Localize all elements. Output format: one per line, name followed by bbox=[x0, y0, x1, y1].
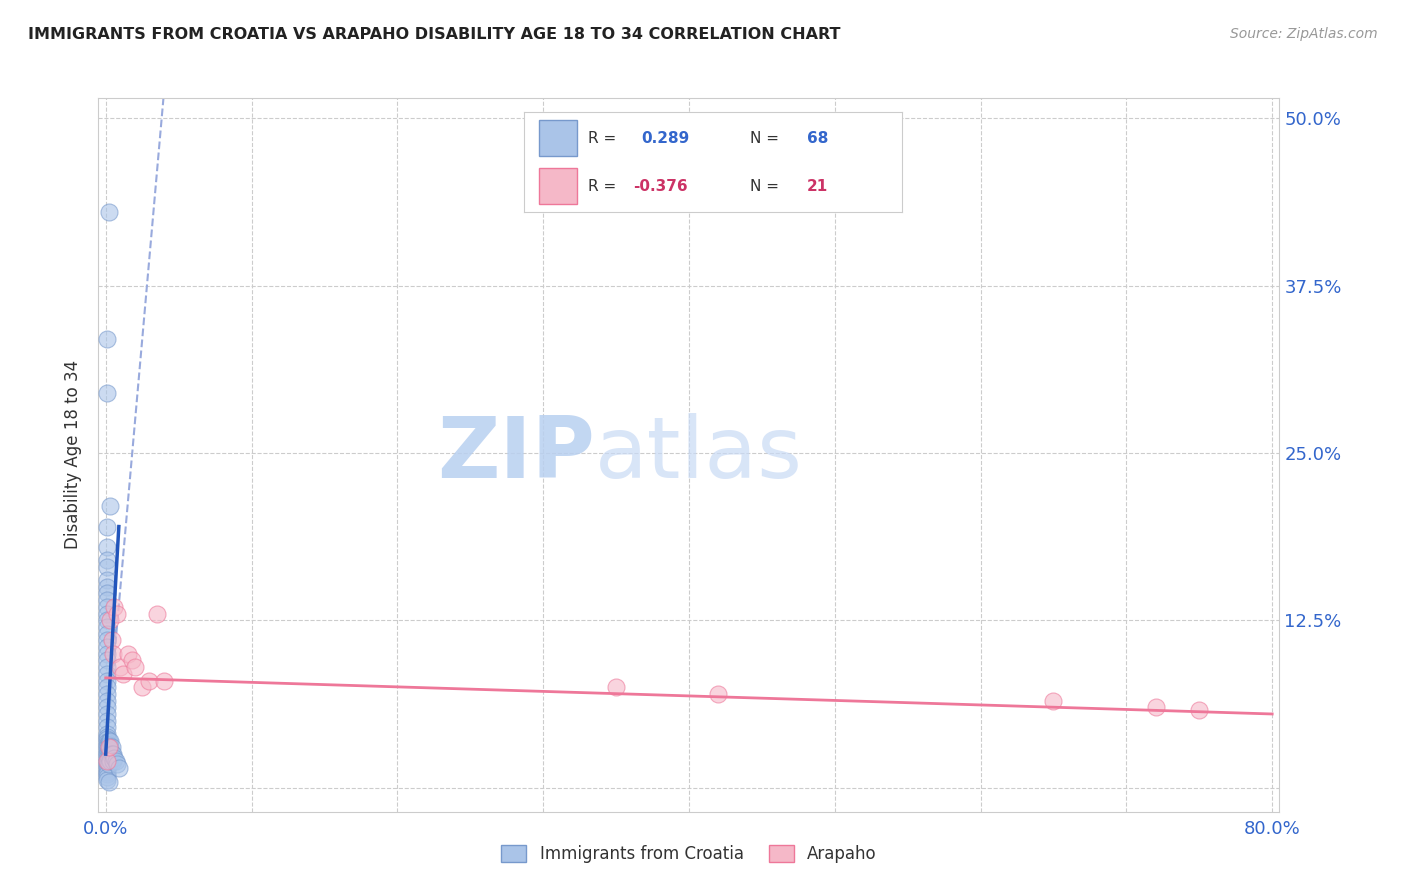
Point bbox=[121, 653, 143, 667]
Y-axis label: Disability Age 18 to 34: Disability Age 18 to 34 bbox=[65, 360, 83, 549]
Point bbox=[97, 733, 120, 747]
Point bbox=[97, 775, 120, 789]
Point bbox=[1042, 693, 1064, 707]
Text: atlas: atlas bbox=[595, 413, 803, 497]
Point bbox=[96, 593, 118, 607]
Point bbox=[103, 751, 125, 765]
Point bbox=[96, 740, 118, 755]
Point bbox=[98, 740, 121, 755]
Point bbox=[98, 733, 121, 747]
Point bbox=[96, 754, 118, 768]
Point bbox=[96, 754, 118, 768]
Legend: Immigrants from Croatia, Arapaho: Immigrants from Croatia, Arapaho bbox=[494, 837, 884, 871]
Point bbox=[96, 772, 118, 787]
Point bbox=[96, 706, 118, 721]
Point bbox=[97, 751, 120, 765]
Point bbox=[1144, 700, 1167, 714]
Point bbox=[96, 653, 118, 667]
Point bbox=[96, 756, 118, 771]
Point bbox=[96, 687, 118, 701]
Point bbox=[1188, 703, 1211, 717]
Point bbox=[100, 747, 122, 761]
Point bbox=[97, 738, 120, 752]
Point bbox=[96, 613, 118, 627]
Point bbox=[97, 756, 120, 771]
Point bbox=[101, 647, 124, 661]
Point bbox=[96, 764, 118, 779]
Point bbox=[97, 743, 120, 757]
Point bbox=[96, 738, 118, 752]
Point bbox=[96, 640, 118, 654]
Point bbox=[707, 687, 730, 701]
Text: Source: ZipAtlas.com: Source: ZipAtlas.com bbox=[1230, 27, 1378, 41]
Point bbox=[112, 666, 135, 681]
Point bbox=[101, 754, 124, 768]
Point bbox=[96, 735, 118, 749]
Point bbox=[96, 385, 118, 400]
Point bbox=[96, 519, 118, 533]
Point bbox=[96, 762, 118, 776]
Point bbox=[96, 720, 118, 734]
Point bbox=[110, 660, 132, 674]
Point bbox=[101, 747, 124, 761]
Point bbox=[96, 673, 118, 688]
Point bbox=[138, 673, 160, 688]
Point bbox=[96, 647, 118, 661]
Point bbox=[97, 740, 120, 755]
Point bbox=[98, 754, 121, 768]
Point bbox=[96, 746, 118, 760]
Point bbox=[153, 673, 176, 688]
Point bbox=[96, 553, 118, 567]
Point bbox=[145, 607, 167, 621]
Point bbox=[96, 633, 118, 648]
Point bbox=[105, 756, 128, 771]
Point bbox=[98, 500, 121, 514]
Point bbox=[96, 759, 118, 773]
Point bbox=[97, 747, 120, 761]
Point bbox=[104, 754, 127, 768]
Point bbox=[98, 613, 121, 627]
Point bbox=[96, 559, 118, 574]
Point bbox=[96, 767, 118, 781]
Point bbox=[96, 751, 118, 765]
Point bbox=[105, 607, 128, 621]
Point bbox=[97, 205, 120, 219]
Point bbox=[96, 607, 118, 621]
Point bbox=[96, 666, 118, 681]
Point bbox=[103, 599, 125, 614]
Point bbox=[108, 760, 131, 774]
Point bbox=[124, 660, 146, 674]
Point bbox=[96, 727, 118, 741]
Point bbox=[96, 660, 118, 674]
Point bbox=[98, 747, 121, 761]
Point bbox=[100, 740, 122, 755]
Point bbox=[131, 680, 153, 694]
Point bbox=[96, 732, 118, 747]
Point bbox=[96, 714, 118, 728]
Point bbox=[96, 626, 118, 640]
Point bbox=[96, 540, 118, 554]
Text: IMMIGRANTS FROM CROATIA VS ARAPAHO DISABILITY AGE 18 TO 34 CORRELATION CHART: IMMIGRANTS FROM CROATIA VS ARAPAHO DISAB… bbox=[28, 27, 841, 42]
Point bbox=[117, 647, 139, 661]
Point bbox=[96, 573, 118, 587]
Point bbox=[96, 748, 118, 763]
Point bbox=[100, 633, 122, 648]
Point bbox=[96, 332, 118, 346]
Point bbox=[96, 620, 118, 634]
Point bbox=[96, 586, 118, 600]
Point bbox=[96, 730, 118, 744]
Point bbox=[96, 599, 118, 614]
Text: ZIP: ZIP bbox=[437, 413, 595, 497]
Point bbox=[96, 700, 118, 714]
Point bbox=[96, 680, 118, 694]
Point bbox=[605, 680, 627, 694]
Point bbox=[96, 743, 118, 757]
Point bbox=[96, 580, 118, 594]
Point bbox=[96, 770, 118, 784]
Point bbox=[96, 693, 118, 707]
